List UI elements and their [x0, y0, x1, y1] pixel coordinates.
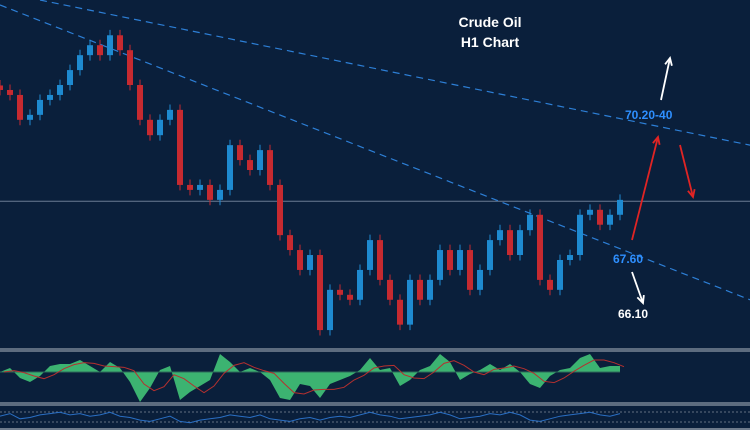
candle-body — [317, 255, 323, 331]
candle-body — [497, 230, 503, 241]
candle-body — [367, 240, 373, 270]
candle-body — [447, 250, 453, 270]
candle-body — [407, 279, 413, 325]
arrow-up-red-icon — [631, 136, 659, 241]
candle-body — [567, 255, 573, 260]
arrow-up-white-icon — [660, 57, 671, 101]
candle-body — [97, 45, 103, 56]
candle-body — [427, 279, 433, 300]
candle-body — [397, 299, 403, 325]
candle-body — [37, 99, 43, 115]
candle-body — [207, 184, 213, 200]
candle-body — [557, 259, 563, 290]
arrow-up-red-icon-head — [652, 134, 661, 146]
candle-body — [297, 250, 303, 270]
candle-body — [247, 160, 253, 171]
candle-body — [227, 145, 233, 190]
candle-body — [417, 279, 423, 300]
candle-body — [387, 279, 393, 300]
candle-body — [587, 209, 593, 215]
candle-body — [147, 119, 153, 136]
candle-body — [277, 184, 283, 236]
candle-body — [57, 85, 63, 95]
candle-body — [237, 145, 243, 161]
candle-body — [87, 45, 93, 56]
candle-body — [257, 150, 263, 171]
chart-title-line1: Crude Oil — [458, 14, 522, 30]
bottom-indicator-line — [0, 411, 621, 424]
candle-body — [577, 214, 583, 256]
candle-body — [437, 250, 443, 280]
candle-body — [217, 189, 223, 200]
candle-body — [47, 94, 53, 100]
candle-body — [7, 89, 13, 95]
candle-body — [357, 269, 363, 300]
candle-body — [507, 230, 513, 256]
candle-body — [347, 294, 353, 300]
candle-body — [547, 279, 553, 290]
candle-body — [527, 214, 533, 231]
candle-body — [137, 85, 143, 120]
arrow-up-white-icon-head — [664, 55, 673, 66]
candle-body — [67, 70, 73, 86]
candle-body — [107, 35, 113, 56]
arrow-down-red-icon-head — [687, 188, 696, 200]
chart-title-line2: H1 Chart — [460, 34, 520, 50]
candle-body — [597, 209, 603, 225]
candle-body — [327, 289, 333, 331]
candle-body — [457, 250, 463, 270]
oscillator-signal-line — [3, 359, 625, 395]
candle-body — [157, 119, 163, 136]
candle-body — [537, 214, 543, 280]
arrow-down-red-icon — [679, 144, 694, 198]
candle-body — [617, 199, 623, 215]
candle-body — [377, 240, 383, 280]
candle-body — [487, 240, 493, 270]
candle-body — [177, 109, 183, 185]
candle-body — [307, 255, 313, 270]
candle-body — [467, 250, 473, 290]
candle-body — [117, 35, 123, 51]
candle-body — [607, 214, 613, 225]
candle-body — [0, 85, 3, 90]
candle-body — [337, 289, 343, 295]
candle-body — [127, 50, 133, 86]
candle-body — [167, 109, 173, 120]
candle-body — [477, 269, 483, 290]
candle-body — [287, 235, 293, 251]
arrow-down-white-icon — [631, 271, 644, 304]
trendline-1 — [0, 4, 750, 301]
candle-body — [187, 184, 193, 190]
trendline-0 — [39, 0, 750, 146]
support-label: 67.60 — [613, 252, 644, 266]
target-low-label: 66.10 — [618, 307, 649, 321]
candle-body — [267, 150, 273, 185]
candle-body — [77, 55, 83, 71]
arrow-down-white-icon-head — [636, 294, 645, 305]
candle-body — [27, 114, 33, 120]
candle-body — [517, 230, 523, 256]
oscillator-histogram — [0, 354, 620, 402]
target-high-label: 70.20-40 — [625, 108, 673, 122]
candle-body — [197, 184, 203, 190]
candle-body — [17, 94, 23, 120]
